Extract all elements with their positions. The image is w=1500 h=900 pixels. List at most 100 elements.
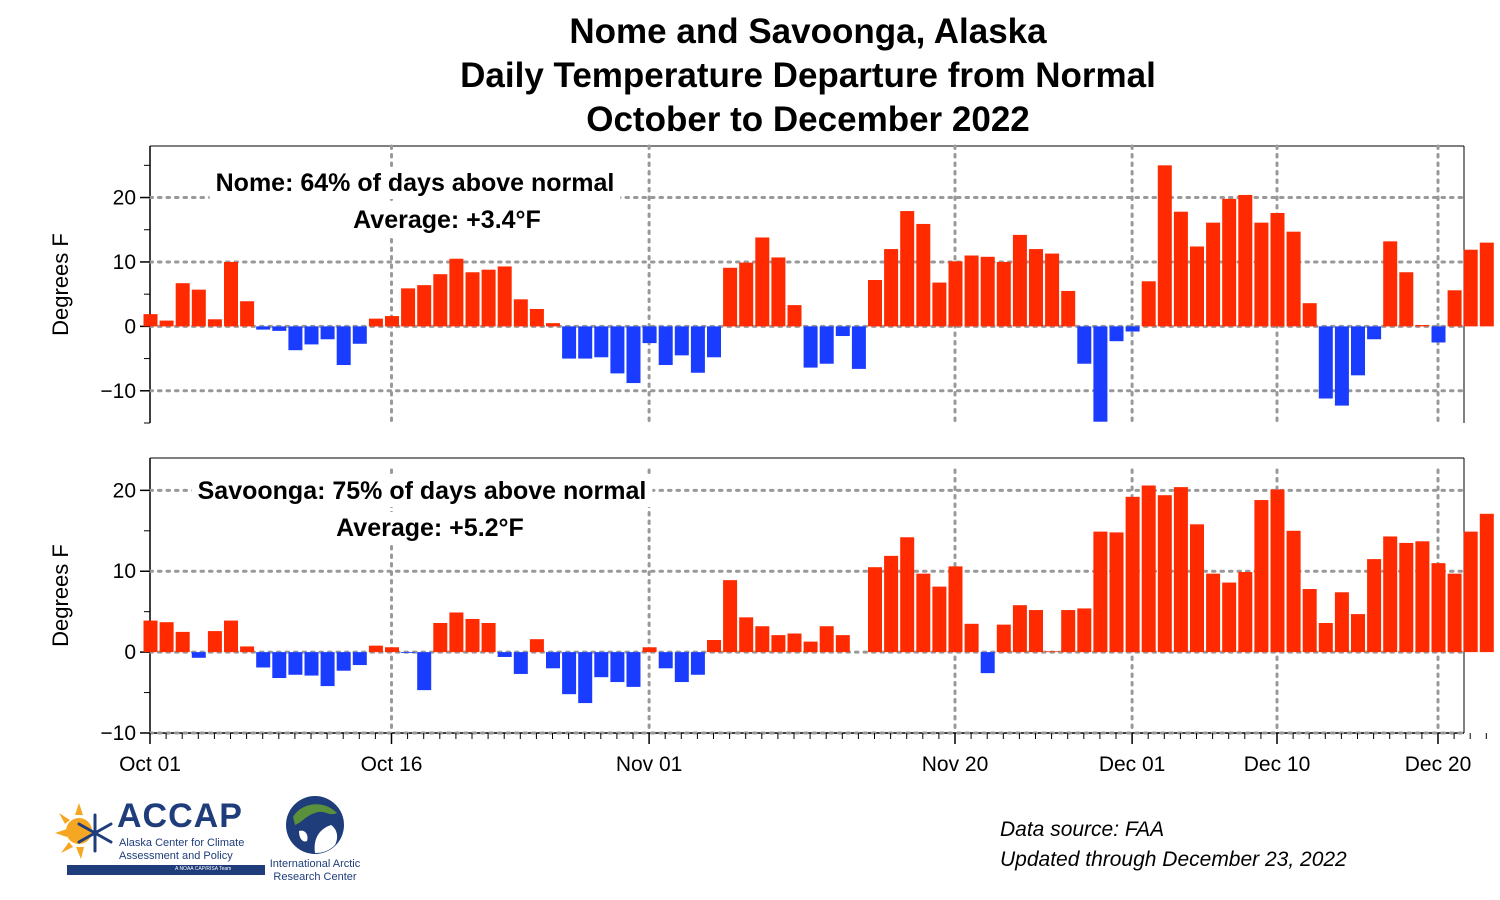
y-tick-label: 20 <box>113 479 136 502</box>
bar <box>723 580 738 653</box>
bar <box>1367 559 1382 653</box>
bar <box>1254 500 1269 653</box>
annotation-background <box>209 167 621 199</box>
bar <box>932 282 947 327</box>
savoonga-panel: −10 0 10 20 Degrees F Savoonga: 75% of days a… <box>48 457 1494 745</box>
annotation-background <box>191 475 653 507</box>
globe-icon <box>286 796 344 854</box>
bar <box>288 652 303 675</box>
accap-wordmark: ACCAP <box>117 797 243 835</box>
accap-logo: ACCAP Alaska Center for Climate Assessme… <box>55 795 265 875</box>
bar <box>739 262 754 327</box>
bar <box>1141 281 1156 327</box>
bar <box>658 652 673 669</box>
x-tick-label: Nov 20 <box>922 753 989 776</box>
bar <box>529 308 544 327</box>
iarc-name-line-2: Research Center <box>273 871 357 883</box>
bar <box>1286 231 1301 327</box>
bar <box>1431 563 1446 653</box>
bar <box>513 652 528 674</box>
bar <box>256 652 271 668</box>
bar <box>288 326 303 351</box>
bar <box>1383 536 1398 653</box>
annotation-above-normal: Nome: 64% of days above normal <box>216 169 615 197</box>
bar <box>1061 290 1076 327</box>
bar <box>1447 290 1462 327</box>
bar <box>1077 608 1092 653</box>
bar <box>1351 614 1365 653</box>
bar <box>159 320 174 327</box>
bar <box>336 652 351 671</box>
bar <box>594 326 609 358</box>
bar <box>513 299 528 327</box>
bar <box>723 267 738 327</box>
bar <box>546 323 560 327</box>
bar <box>1157 495 1172 653</box>
annotation-background <box>330 512 530 544</box>
bar <box>1383 241 1398 327</box>
y-axis-label: Degrees F <box>48 233 73 336</box>
annotation-average: Average: +5.2°F <box>336 514 524 542</box>
bar <box>529 639 544 653</box>
title-line-3: October to December 2022 <box>586 100 1030 139</box>
bar <box>884 555 899 653</box>
bar <box>1190 246 1204 327</box>
bar <box>481 623 496 653</box>
bar <box>803 641 818 653</box>
bar <box>642 326 657 344</box>
bar <box>851 326 866 369</box>
bar <box>900 211 915 327</box>
bar <box>674 652 689 683</box>
bar <box>401 652 416 653</box>
bar <box>755 237 770 327</box>
bar <box>1318 623 1333 653</box>
y-tick-label: 20 <box>113 187 136 210</box>
x-tick-label: Oct 01 <box>119 753 181 776</box>
bar <box>1093 326 1108 422</box>
bar <box>900 537 915 653</box>
bar <box>1351 326 1365 376</box>
bar <box>320 652 335 687</box>
bar <box>1302 303 1317 327</box>
bar <box>1431 326 1446 343</box>
bar <box>868 567 882 653</box>
bar <box>1029 249 1043 327</box>
bar <box>932 586 947 653</box>
bar <box>159 622 174 653</box>
bar <box>755 626 770 653</box>
bar <box>1190 524 1204 653</box>
bar <box>868 279 882 327</box>
bar <box>1206 573 1221 653</box>
bar <box>578 652 593 704</box>
bar <box>1173 211 1188 327</box>
bar <box>1093 531 1108 653</box>
bar <box>368 645 383 653</box>
accap-subtitle-1: Alaska Center for Climate <box>119 837 245 849</box>
bar <box>1222 198 1237 327</box>
bar <box>1286 530 1301 653</box>
annotation-above-normal: Savoonga: 75% of days above normal <box>198 477 647 505</box>
bar <box>739 617 754 653</box>
bar <box>1270 212 1285 327</box>
bar <box>272 326 287 331</box>
bar <box>1463 249 1478 327</box>
bar <box>304 326 319 345</box>
bar <box>803 326 818 368</box>
bar <box>175 283 190 327</box>
bar <box>690 652 705 675</box>
x-tick-label: Dec 10 <box>1244 753 1311 776</box>
bar <box>1125 326 1140 332</box>
bar <box>1479 513 1494 653</box>
bar <box>1029 610 1043 653</box>
bar <box>207 631 222 653</box>
bar <box>417 652 432 691</box>
annotation-average: Average: +3.4°F <box>353 206 541 234</box>
bar <box>385 647 399 653</box>
bar <box>1045 253 1060 327</box>
bar <box>964 623 979 653</box>
accap-bar <box>67 865 265 875</box>
bar <box>562 652 577 695</box>
bar <box>224 620 238 653</box>
bar <box>916 223 931 327</box>
bar <box>1318 326 1333 399</box>
